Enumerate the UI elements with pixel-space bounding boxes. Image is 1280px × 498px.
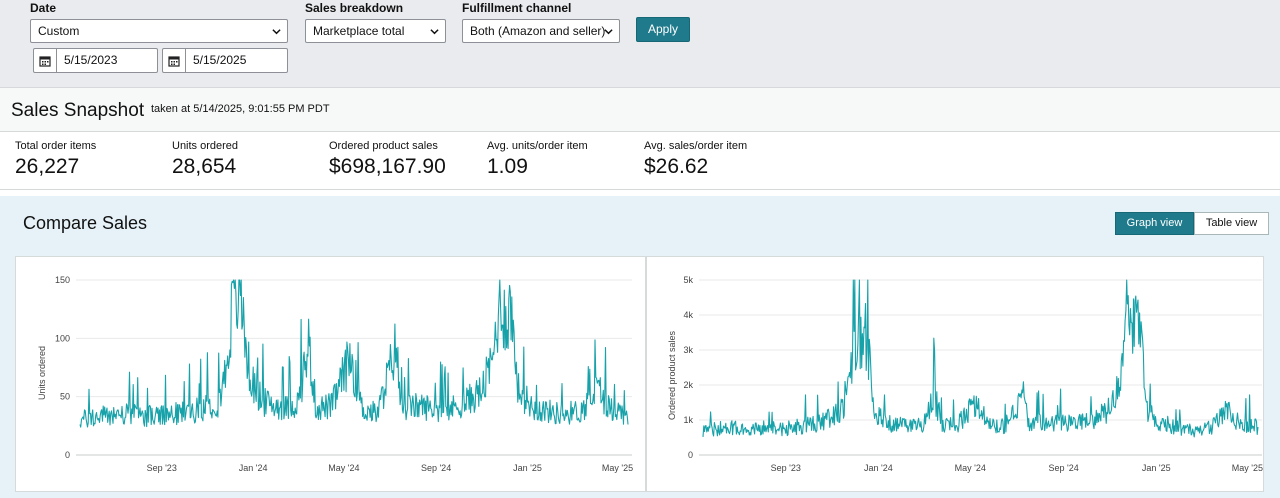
metric-label: Avg. units/order item: [487, 140, 588, 152]
units-ordered-chart: 0 50 100 150 Sep '23 Jan '24 May '24 Sep '24 Jan…: [15, 256, 646, 492]
series-line: [79, 279, 629, 428]
units-ordered-chart-svg: 0 50 100 150 Sep '23 Jan '24 May '24 Sep '24 Jan…: [55, 275, 633, 473]
start-date-field[interactable]: 5/15/2023: [33, 48, 158, 73]
chevron-down-icon: [430, 29, 439, 35]
fulfillment-channel-value: Both (Amazon and seller): [470, 24, 606, 38]
metric-value: 26,227: [15, 155, 80, 178]
x-tick-label: Sep '23: [771, 463, 801, 473]
sales-breakdown-select[interactable]: Marketplace total: [305, 19, 446, 43]
y-tick-label: 100: [55, 333, 70, 343]
units-ordered-y-axis-title: Units ordered: [37, 345, 47, 400]
filter-bar: Date Custom 5/15/2023 5/15/2025 Sales br…: [0, 0, 1280, 88]
fulfillment-channel-label: Fulfillment channel: [462, 1, 572, 15]
x-tick-label: Sep '23: [147, 463, 177, 473]
snapshot-metrics: Total order items 26,227 Units ordered 2…: [0, 132, 1280, 190]
metric-label: Units ordered: [172, 140, 239, 152]
x-tick-label: Jan '25: [1142, 463, 1171, 473]
metric-ordered-product-sales: Ordered product sales $698,167.90: [329, 140, 446, 179]
ordered-product-sales-y-axis-title: Ordered product sales: [667, 330, 677, 420]
y-tick-label: 3k: [683, 345, 693, 355]
y-tick-label: 0: [688, 450, 693, 460]
x-tick-label: Sep '24: [1049, 463, 1079, 473]
calendar-icon[interactable]: [163, 49, 186, 72]
x-tick-label: Jan '24: [239, 463, 268, 473]
x-tick-label: Sep '24: [421, 463, 451, 473]
x-tick-label: May '24: [328, 463, 359, 473]
y-tick-label: 4k: [683, 310, 693, 320]
x-tick-label: Jan '24: [864, 463, 893, 473]
table-view-button[interactable]: Table view: [1194, 212, 1269, 235]
y-tick-label: 2k: [683, 380, 693, 390]
calendar-icon[interactable]: [34, 49, 57, 72]
metric-label: Ordered product sales: [329, 140, 438, 152]
ordered-product-sales-chart-svg: 0 1k 2k 3k 4k 5k Sep '23 Jan '24 May '24 Sep '24 J…: [683, 275, 1263, 473]
chevron-down-icon: [604, 29, 613, 35]
sales-breakdown-value: Marketplace total: [313, 24, 405, 38]
sales-breakdown-label: Sales breakdown: [305, 1, 404, 15]
metric-label: Total order items: [15, 140, 97, 152]
metric-value: $26.62: [644, 155, 709, 178]
y-tick-label: 1k: [683, 415, 693, 425]
metric-value: $698,167.90: [329, 155, 446, 178]
date-label: Date: [30, 1, 57, 15]
metric-avg-units-per-order-item: Avg. units/order item 1.09: [487, 140, 588, 179]
x-tick-label: Jan '25: [513, 463, 542, 473]
graph-view-button[interactable]: Graph view: [1115, 212, 1194, 235]
metric-label: Avg. sales/order item: [644, 140, 748, 152]
fulfillment-channel-select[interactable]: Both (Amazon and seller): [462, 19, 620, 43]
y-tick-label: 50: [60, 392, 70, 402]
end-date-field[interactable]: 5/15/2025: [162, 48, 288, 73]
ordered-product-sales-chart: 0 1k 2k 3k 4k 5k Sep '23 Jan '24 May '24 Sep '24 J…: [646, 256, 1264, 492]
metric-units-ordered: Units ordered 28,654: [172, 140, 238, 179]
y-tick-label: 0: [65, 450, 70, 460]
end-date-value: 5/15/2025: [193, 53, 247, 67]
x-tick-label: May '24: [955, 463, 986, 473]
start-date-value: 5/15/2023: [64, 53, 118, 67]
snapshot-timestamp: taken at 5/14/2025, 9:01:55 PM PDT: [151, 103, 330, 115]
metric-value: 1.09: [487, 155, 528, 178]
chevron-down-icon: [272, 29, 281, 35]
metric-value: 28,654: [172, 155, 237, 178]
date-range-select[interactable]: Custom: [30, 19, 288, 43]
series-line: [702, 279, 1259, 438]
apply-button[interactable]: Apply: [636, 17, 690, 42]
metric-total-order-items: Total order items 26,227: [15, 140, 96, 179]
compare-sales-title: Compare Sales: [23, 213, 148, 233]
x-tick-label: May '25: [1232, 463, 1263, 473]
sales-snapshot-title: Sales Snapshot: [11, 100, 145, 121]
y-tick-label: 150: [55, 275, 70, 285]
y-tick-label: 5k: [683, 275, 693, 285]
metric-avg-sales-per-order-item: Avg. sales/order item $26.62: [644, 140, 747, 179]
date-range-value: Custom: [38, 24, 80, 38]
sales-snapshot-header: Sales Snapshot taken at 5/14/2025, 9:01:…: [0, 88, 1280, 132]
x-tick-label: May '25: [602, 463, 633, 473]
